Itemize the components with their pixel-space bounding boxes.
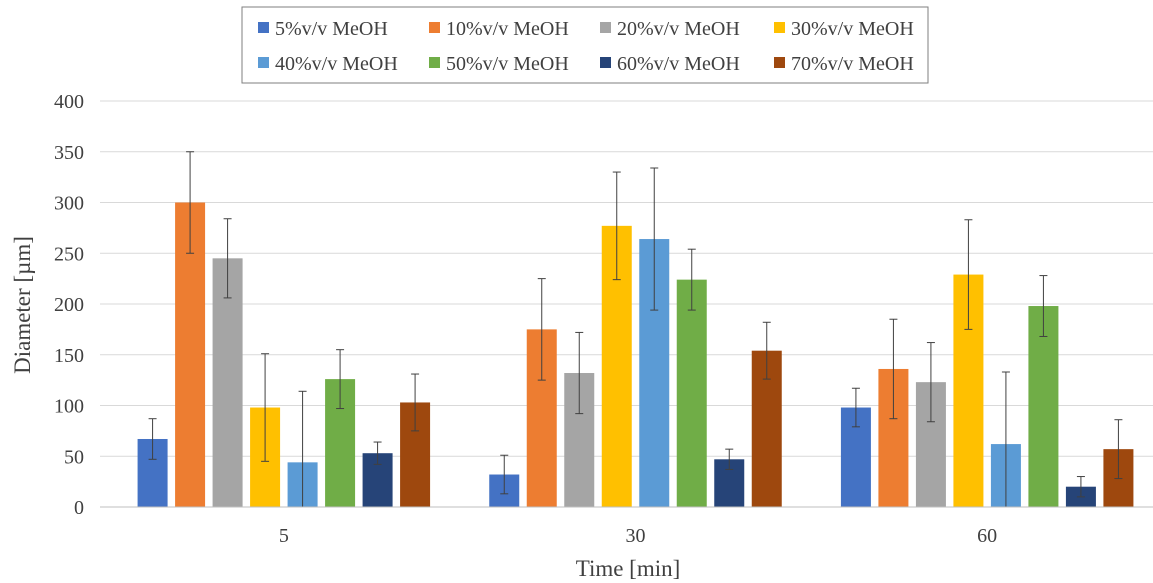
y-tick-label: 350	[54, 142, 84, 164]
y-tick-label: 300	[54, 193, 84, 215]
legend-label: 50%v/v MeOH	[446, 53, 569, 75]
y-tick-label: 250	[54, 243, 84, 265]
y-tick-label: 0	[74, 497, 84, 519]
y-axis-title: Diameter [µm]	[10, 236, 35, 374]
y-tick-label: 50	[64, 446, 84, 468]
y-tick-label: 150	[54, 345, 84, 367]
legend-swatch	[429, 22, 440, 33]
legend-label: 30%v/v MeOH	[791, 18, 914, 40]
x-axis-ticks: 5 30 60	[279, 525, 997, 547]
legend-swatch	[258, 22, 269, 33]
x-tick-label: 60	[977, 525, 997, 547]
legend-label: 60%v/v MeOH	[617, 53, 740, 75]
legend-label: 20%v/v MeOH	[617, 18, 740, 40]
legend-label: 70%v/v MeOH	[791, 53, 914, 75]
x-axis-title: Time [min]	[576, 556, 681, 581]
legend-swatch	[774, 57, 785, 68]
legend-swatch	[600, 22, 611, 33]
legend-label: 5%v/v MeOH	[275, 18, 388, 40]
legend-swatch	[258, 57, 269, 68]
x-tick-label: 30	[626, 525, 646, 547]
legend-label: 40%v/v MeOH	[275, 53, 398, 75]
bar	[677, 280, 707, 507]
legend-swatch	[429, 57, 440, 68]
y-tick-label: 100	[54, 396, 84, 418]
y-axis-ticks: 0 50 100 150 200 250 300 350 400	[54, 91, 84, 519]
x-tick-label: 5	[279, 525, 289, 547]
legend-label: 10%v/v MeOH	[446, 18, 569, 40]
legend-swatch	[600, 57, 611, 68]
y-tick-label: 400	[54, 91, 84, 113]
legend-swatch	[774, 22, 785, 33]
y-tick-label: 200	[54, 294, 84, 316]
legend: 5%v/v MeOH 10%v/v MeOH 20%v/v MeOH 30%v/v M…	[242, 7, 928, 83]
